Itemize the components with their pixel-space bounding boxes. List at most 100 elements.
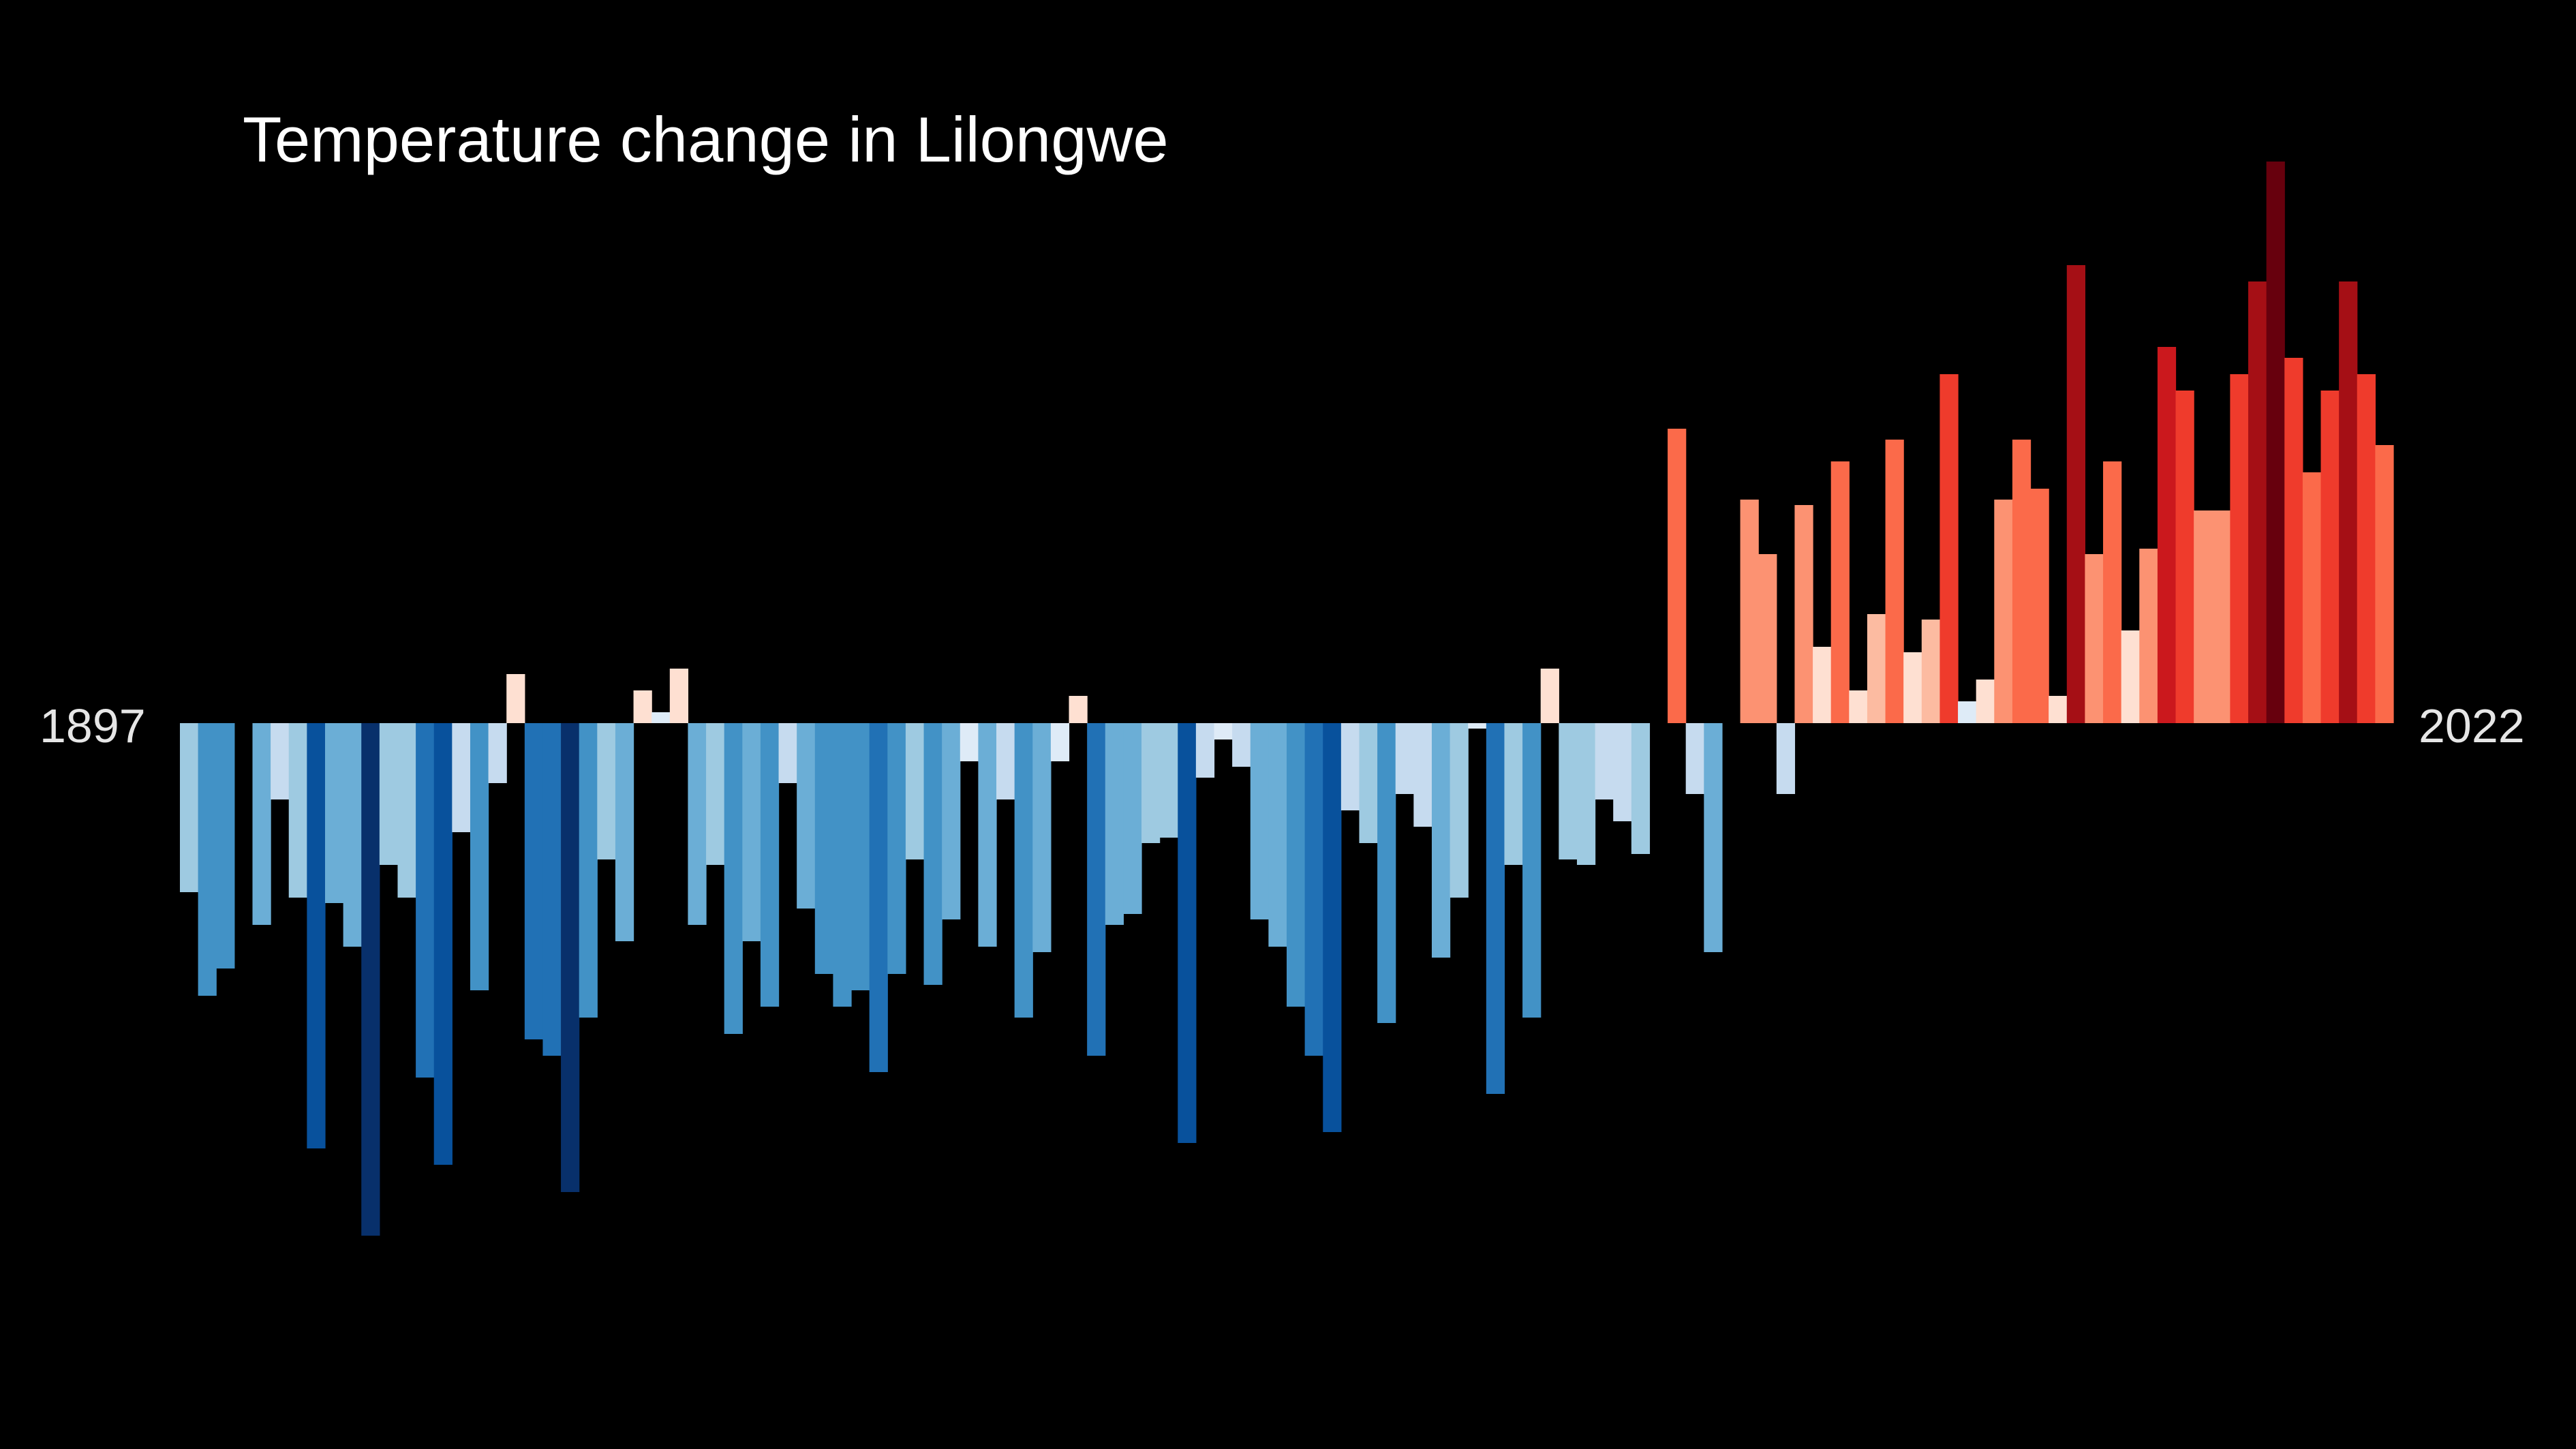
stripe-bar-64 [1340, 723, 1360, 810]
stripe-bar-28 [688, 723, 707, 925]
stripe-bar-53 [1141, 723, 1161, 843]
stripe-bar-78 [1595, 723, 1614, 799]
stripe-bar-96 [1921, 620, 1941, 723]
stripe-bar-112 [2211, 510, 2230, 723]
stripe-bar-0 [180, 723, 199, 892]
stripe-bar-19 [524, 723, 544, 1039]
stripe-bar-69 [1431, 723, 1451, 958]
stripe-bar-118 [2320, 391, 2340, 723]
stripe-bar-44 [978, 723, 997, 947]
stripe-bar-21 [561, 723, 580, 1192]
stripe-bar-74 [1522, 723, 1542, 1018]
stripe-bar-41 [923, 723, 942, 985]
stripe-bar-68 [1413, 723, 1432, 827]
stripe-bar-61 [1287, 723, 1306, 1007]
stripe-bar-82 [1668, 429, 1687, 723]
stripe-bar-79 [1613, 723, 1632, 821]
stripe-bar-92 [1849, 690, 1868, 723]
stripe-bar-50 [1087, 723, 1106, 1056]
stripe-bar-46 [1014, 723, 1033, 1018]
stripe-bar-29 [706, 723, 725, 865]
stripe-bar-58 [1232, 723, 1251, 767]
stripe-bar-88 [1776, 723, 1796, 794]
stripe-bar-84 [1704, 723, 1723, 952]
stripe-bar-39 [887, 723, 906, 974]
stripe-bar-97 [1939, 374, 1959, 723]
stripe-bar-104 [2066, 265, 2086, 723]
stripe-bar-45 [996, 723, 1015, 799]
stripe-bar-110 [2175, 391, 2194, 723]
stripe-bar-76 [1559, 723, 1578, 859]
stripe-bar-117 [2302, 472, 2322, 723]
stripe-bar-38 [869, 723, 888, 1072]
stripe-bar-70 [1450, 723, 1469, 898]
stripe-bar-20 [542, 723, 562, 1056]
stripe-bar-114 [2248, 281, 2267, 723]
stripe-bar-51 [1105, 723, 1124, 925]
stripe-bar-60 [1268, 723, 1287, 947]
stripe-bar-94 [1885, 440, 1904, 723]
stripe-bar-91 [1830, 461, 1850, 723]
stripe-bar-23 [597, 723, 616, 859]
stripe-bar-30 [724, 723, 743, 1034]
stripe-bar-72 [1486, 723, 1505, 1094]
stripe-bar-113 [2230, 374, 2249, 723]
stripe-bar-119 [2339, 281, 2358, 723]
stripe-bar-73 [1504, 723, 1523, 865]
stripe-bar-43 [960, 723, 979, 761]
stripe-bar-101 [2012, 440, 2031, 723]
stripe-bar-22 [579, 723, 598, 1018]
stripe-bar-52 [1123, 723, 1142, 914]
stripe-bar-71 [1468, 723, 1487, 729]
stripe-bar-9 [343, 723, 362, 947]
stripe-bar-16 [470, 723, 489, 990]
stripe-bar-10 [361, 723, 380, 1236]
stripe-bar-47 [1032, 723, 1052, 952]
stripe-bar-8 [324, 723, 344, 903]
stripe-bar-108 [2139, 549, 2158, 723]
stripe-bar-120 [2357, 374, 2376, 723]
stripe-bar-33 [778, 723, 797, 783]
stripe-bar-36 [833, 723, 852, 1007]
stripe-bar-25 [633, 690, 652, 723]
stripe-bar-107 [2121, 630, 2140, 723]
end-year-label: 2022 [2419, 699, 2525, 752]
start-year-label: 1897 [40, 699, 146, 752]
stripe-bar-54 [1159, 723, 1178, 838]
stripe-bar-67 [1395, 723, 1414, 794]
stripe-bar-32 [760, 723, 780, 1007]
stripe-bar-4 [252, 723, 271, 925]
stripe-bar-103 [2049, 696, 2068, 723]
stripe-bar-14 [433, 723, 453, 1165]
stripe-bar-121 [2375, 445, 2394, 723]
stripe-bar-66 [1377, 723, 1396, 1023]
stripe-bar-100 [1994, 500, 2013, 723]
stripe-bar-93 [1867, 614, 1886, 723]
stripe-bar-109 [2157, 347, 2177, 723]
stripe-bar-111 [2194, 510, 2213, 723]
stripe-bar-27 [669, 669, 689, 723]
stripe-bar-65 [1359, 723, 1378, 843]
stripe-bar-15 [452, 723, 471, 832]
stripe-bar-40 [905, 723, 925, 859]
stripe-bar-77 [1576, 723, 1596, 865]
stripe-bar-55 [1178, 723, 1197, 1143]
stripe-bar-95 [1903, 652, 1922, 723]
stripe-bar-99 [1976, 680, 1995, 723]
stripe-bar-24 [615, 723, 634, 941]
stripe-bar-7 [307, 723, 326, 1148]
stripe-bar-34 [797, 723, 816, 909]
stripe-bar-57 [1214, 723, 1233, 739]
stripe-bar-17 [488, 723, 507, 783]
stripe-bar-102 [2030, 489, 2049, 723]
stripe-bar-75 [1540, 669, 1559, 723]
stripe-bar-12 [397, 723, 416, 898]
stripe-bar-83 [1685, 723, 1704, 794]
stripe-bar-106 [2103, 461, 2122, 723]
stripe-bar-42 [942, 723, 961, 919]
stripe-bar-31 [742, 723, 761, 941]
stripe-bar-2 [216, 723, 235, 968]
stripe-bar-115 [2266, 162, 2285, 723]
stripe-bar-13 [416, 723, 435, 1078]
